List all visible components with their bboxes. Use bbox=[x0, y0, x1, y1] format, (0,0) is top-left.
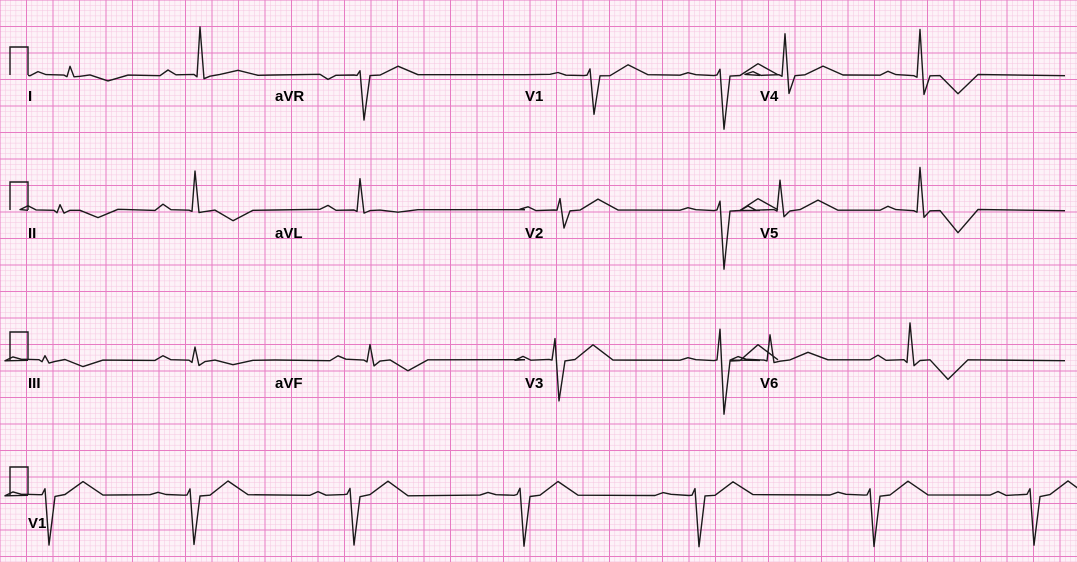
lead-trace-v5 bbox=[740, 168, 1065, 233]
lead-label-avr: aVR bbox=[275, 88, 304, 105]
lead-trace-v2 bbox=[520, 199, 778, 270]
lead-trace-v3 bbox=[515, 329, 778, 414]
lead-label-v3: V3 bbox=[525, 375, 543, 392]
lead-trace-i bbox=[28, 27, 275, 81]
lead-trace-ii bbox=[20, 171, 275, 221]
lead-trace-v6 bbox=[730, 323, 1065, 380]
lead-label-v6: V6 bbox=[760, 375, 778, 392]
lead-label-avf: aVF bbox=[275, 375, 303, 392]
calibration-pulse bbox=[10, 47, 28, 75]
lead-label-ii: II bbox=[28, 225, 36, 242]
lead-label-v1: V1 bbox=[525, 88, 543, 105]
calibration-pulse bbox=[10, 467, 28, 495]
lead-trace-iii bbox=[5, 347, 275, 367]
lead-label-v5: V5 bbox=[760, 225, 778, 242]
lead-trace-v1 bbox=[5, 481, 1077, 547]
lead-trace-avr bbox=[275, 66, 525, 120]
lead-trace-avf bbox=[275, 345, 525, 371]
calibration-pulse bbox=[10, 332, 28, 360]
ecg-waveforms bbox=[0, 0, 1077, 562]
lead-label-v2: V2 bbox=[525, 225, 543, 242]
lead-trace-v1 bbox=[525, 64, 778, 130]
calibration-pulse bbox=[10, 182, 28, 210]
lead-label-iii: III bbox=[28, 375, 41, 392]
lead-label-avl: aVL bbox=[275, 225, 303, 242]
lead-trace-v4 bbox=[745, 30, 1065, 95]
lead-label-i: I bbox=[28, 88, 32, 105]
ecg-strip: IaVR V1 V4 II aVL V2 V5 III aVF V3 V6 V1 bbox=[0, 0, 1077, 562]
lead-label-v1: V1 bbox=[28, 515, 46, 532]
lead-trace-avl bbox=[275, 179, 525, 213]
lead-label-v4: V4 bbox=[760, 88, 778, 105]
